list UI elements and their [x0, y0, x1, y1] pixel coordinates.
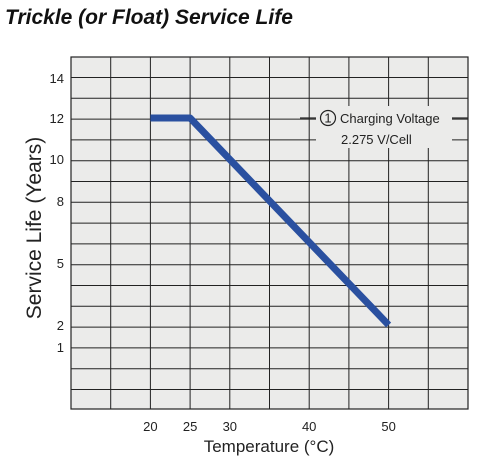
x-axis-label: Temperature (°C)	[204, 437, 335, 456]
y-tick-label: 12	[50, 111, 64, 126]
x-tick-label: 50	[381, 419, 395, 434]
annotation: 1 Charging Voltage 2.275 V/Cell	[300, 106, 468, 148]
y-axis-label: Service Life (Years)	[23, 137, 46, 319]
x-tick-label: 25	[183, 419, 197, 434]
y-tick-label: 1	[57, 340, 64, 355]
annotation-marker-circle	[319, 109, 337, 127]
annotation-line1: Charging Voltage	[340, 111, 440, 126]
x-tick-label: 40	[302, 419, 316, 434]
y-tick-label: 8	[57, 194, 64, 209]
x-tick-labels: 20 25 30 40 50	[143, 419, 396, 434]
x-tick-label: 30	[223, 419, 237, 434]
annotation-marker: 1	[324, 111, 331, 126]
series-group	[150, 114, 392, 328]
chart-title: Trickle (or Float) Service Life	[5, 6, 293, 29]
y-tick-label: 2	[57, 318, 64, 333]
y-tick-label: 14	[50, 71, 64, 86]
series-line	[150, 114, 392, 328]
annotation-box	[316, 106, 452, 148]
y-tick-label: 5	[57, 256, 64, 271]
x-tick-label: 20	[143, 419, 157, 434]
annotation-line2: 2.275 V/Cell	[341, 132, 412, 147]
y-tick-label: 10	[50, 152, 64, 167]
